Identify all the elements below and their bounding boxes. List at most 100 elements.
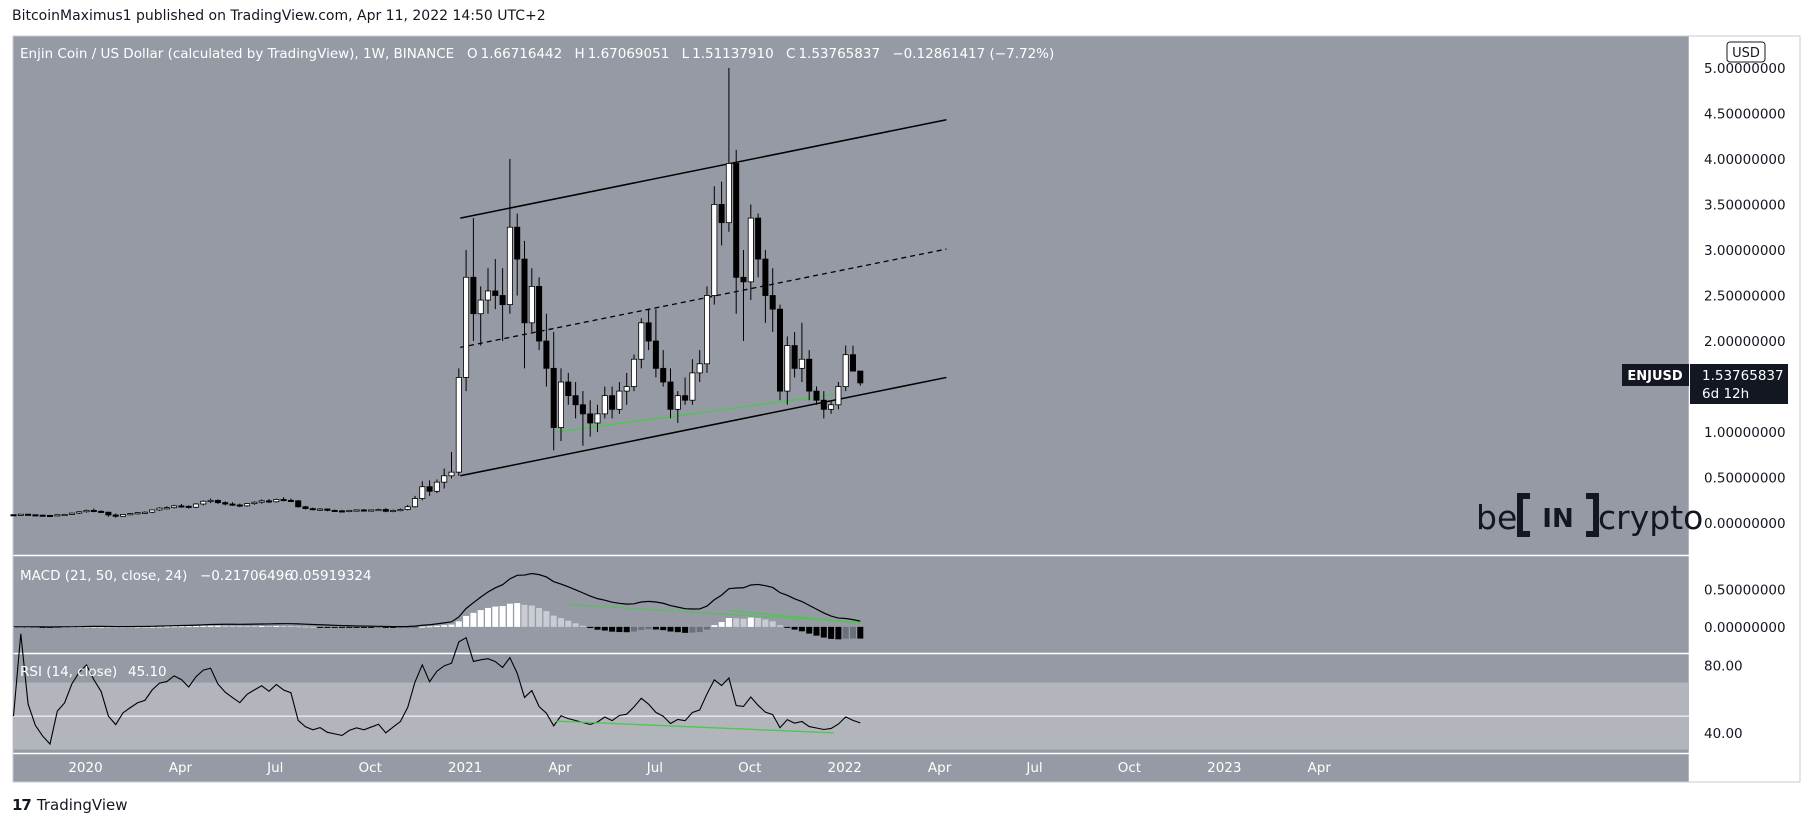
candle: [222, 501, 229, 506]
macd-histogram-bar: [112, 626, 119, 628]
candle: [755, 213, 762, 278]
macd-histogram-bar: [98, 626, 105, 628]
candle: [273, 498, 280, 503]
macd-tick-label: 0.00000000: [1704, 620, 1786, 636]
symbol-label-bg: [1622, 364, 1689, 386]
macd-histogram-bar: [331, 626, 338, 628]
candle: [360, 509, 367, 512]
macd-histogram-bar: [638, 626, 645, 630]
price-tick-label: 4.50000000: [1704, 106, 1786, 122]
candle: [820, 391, 827, 419]
macd-histogram-bar: [346, 626, 353, 628]
candle: [39, 514, 46, 517]
candle: [543, 313, 550, 387]
candle: [813, 386, 820, 405]
macd-histogram-bar: [404, 626, 411, 628]
currency-label: USD: [1732, 46, 1760, 61]
macd-histogram-bar: [616, 626, 623, 633]
main-pane[interactable]: [13, 36, 1689, 555]
macd-histogram-bar: [156, 626, 163, 628]
macd-histogram-bar: [163, 626, 170, 628]
candle: [171, 504, 178, 509]
candle: [280, 497, 287, 502]
macd-histogram-bar: [426, 626, 433, 628]
candle: [521, 240, 528, 369]
time-tick-label: 2022: [828, 760, 862, 776]
candle: [733, 149, 740, 314]
candle: [47, 514, 54, 517]
candle: [433, 479, 440, 494]
macd-histogram-bar: [667, 626, 674, 632]
candle: [265, 499, 272, 504]
candle: [32, 514, 39, 517]
time-tick-label: Jul: [1025, 760, 1042, 776]
time-axis[interactable]: [13, 754, 1689, 782]
macd-histogram-bar: [222, 625, 229, 627]
candle: [163, 506, 170, 510]
macd-histogram-bar: [718, 622, 725, 627]
rsi-tick-label: 80.00: [1704, 659, 1743, 675]
price-tick-label: 3.50000000: [1704, 197, 1786, 213]
macd-histogram-bar: [266, 626, 272, 628]
macd-histogram-bar: [762, 619, 769, 627]
candle: [90, 508, 97, 513]
macd-histogram-bar: [543, 611, 550, 627]
candle: [229, 502, 236, 506]
macd-histogram-bar: [660, 626, 667, 631]
candle: [645, 309, 652, 351]
candle: [25, 513, 32, 516]
candle: [120, 514, 127, 517]
macd-histogram-bar: [382, 626, 389, 628]
macd-histogram-bar: [740, 618, 747, 627]
candle: [769, 268, 776, 332]
candle: [178, 504, 185, 508]
macd-histogram-bar: [682, 626, 689, 633]
candle: [192, 503, 199, 509]
candle: [200, 500, 207, 506]
time-tick-label: Apr: [928, 760, 952, 776]
candle: [368, 509, 375, 512]
macd-histogram-bar: [798, 626, 805, 632]
candle: [463, 249, 470, 392]
macd-histogram-bar: [850, 626, 856, 639]
candle: [704, 286, 711, 373]
macd-histogram-bar: [302, 626, 309, 628]
macd-histogram-bar: [536, 607, 543, 627]
candle: [550, 331, 557, 451]
candle: [455, 368, 462, 476]
macd-histogram-bar: [587, 626, 594, 629]
macd-histogram-bar: [558, 618, 564, 627]
macd-histogram-bar: [120, 626, 126, 628]
candle: [689, 359, 696, 405]
last-price-label-bg: [1690, 364, 1788, 404]
rsi-tick-label: 40.00: [1704, 726, 1743, 742]
macd-histogram-bar: [704, 626, 710, 630]
time-tick-label: Apr: [1308, 760, 1332, 776]
macd-histogram-bar: [631, 626, 637, 632]
macd-histogram-bar: [857, 626, 864, 639]
macd-histogram-bar: [769, 621, 776, 627]
macd-histogram-bar: [565, 620, 572, 627]
rsi-line: [12, 633, 861, 746]
macd-histogram-bar: [791, 626, 798, 630]
price-tick-label: 2.00000000: [1704, 334, 1786, 350]
macd-histogram-bar: [755, 617, 762, 627]
candle: [287, 498, 294, 503]
macd-histogram-bar: [171, 626, 178, 628]
price-axis[interactable]: [1689, 36, 1800, 782]
macd-histogram-bar: [521, 604, 528, 627]
candle: [791, 331, 798, 378]
candle: [390, 509, 397, 513]
candle: [338, 509, 345, 513]
candle: [404, 504, 411, 511]
price-tick-label: 0.00000000: [1704, 516, 1786, 532]
ohlc-values: O 1.66716442 H 1.67069051 L 1.51137910 C 1.5…: [467, 46, 1054, 62]
currency-box[interactable]: [1726, 41, 1766, 63]
candle: [83, 509, 90, 513]
candle: [134, 512, 141, 515]
tradingview-footer[interactable]: 17 TradingView: [12, 796, 128, 814]
candle: [477, 286, 484, 346]
price-tick-label: 5.00000000: [1704, 61, 1786, 77]
price-tick-label: 3.00000000: [1704, 243, 1786, 259]
